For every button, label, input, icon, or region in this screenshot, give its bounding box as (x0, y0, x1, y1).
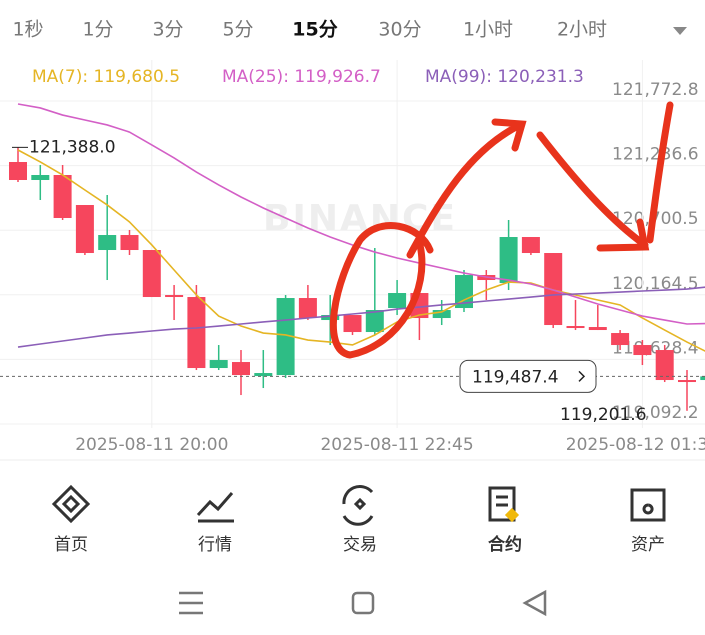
interval-tab[interactable]: 3分 (152, 19, 183, 41)
dropdown-arrow[interactable] (673, 27, 687, 35)
ma-line (17, 103, 705, 325)
candle-body (142, 250, 161, 298)
candle-body (432, 310, 451, 319)
candle-body (9, 162, 27, 181)
interval-tabs: 1秒 1分 3分 5分 15分 30分 1小时 2小时 (12, 19, 607, 41)
nav-label[interactable]: 首页 (54, 535, 88, 555)
chart: BINANCE119,092.2119,628.4120,164.5120,70… (0, 60, 705, 455)
nav-icons (51, 484, 666, 526)
y-tick-label: 119,092.2 (612, 403, 699, 423)
bottom-nav: 首页 行情 交易 合约 资产 (51, 484, 666, 555)
back-button[interactable] (522, 589, 547, 617)
candle-body (521, 237, 540, 254)
candle-body (187, 297, 206, 369)
candle-body (388, 293, 407, 309)
candle-body (232, 362, 250, 376)
y-tick-label: 121,236.6 (612, 145, 699, 165)
interval-tab[interactable]: 30分 (378, 19, 421, 41)
candle-body (365, 310, 384, 333)
candle-body (254, 373, 273, 377)
hand-drawing (329, 101, 674, 359)
futures-dot (504, 507, 520, 523)
candle-body (611, 333, 630, 346)
interval-tab[interactable]: 15分 (292, 19, 337, 41)
home-button[interactable] (351, 591, 375, 615)
ma-line (17, 286, 705, 348)
candle-body (31, 175, 50, 181)
candle-body (276, 298, 295, 376)
candle-body (566, 326, 585, 329)
menu-button[interactable] (179, 591, 203, 615)
candle-body (343, 315, 362, 333)
candle-body (53, 175, 72, 219)
candle-body (655, 350, 674, 381)
last-price-label: 119,487.4 (472, 367, 559, 387)
candle-body (700, 376, 705, 381)
interval-tab[interactable]: 1秒 (12, 19, 43, 41)
nav-label[interactable]: 交易 (343, 535, 377, 555)
ma-line (17, 149, 705, 352)
system-bar (179, 589, 547, 617)
max-label: 121,388.0 (29, 137, 116, 157)
last-price-box[interactable] (459, 359, 597, 393)
x-tick-label: 2025-08-11 22:45 (320, 435, 473, 455)
candle-body (499, 237, 518, 284)
candle-body (98, 235, 117, 251)
legend-entry: MA(99): 120,231.3 (425, 67, 584, 87)
legend-entry: MA(7): 119,680.5 (32, 67, 180, 87)
candle-body (209, 360, 228, 369)
arrow-annotation (406, 118, 527, 259)
home-icon[interactable] (51, 484, 91, 524)
legend-entry: MA(25): 119,926.7 (222, 67, 381, 87)
candle-body (298, 298, 317, 319)
interval-tab[interactable]: 1分 (82, 19, 113, 41)
assets-icon[interactable] (630, 488, 666, 522)
y-tick-label: 121,772.8 (612, 80, 699, 100)
candle-body (120, 235, 139, 251)
nav-label[interactable]: 行情 (198, 535, 232, 555)
nav-label[interactable]: 资产 (631, 535, 665, 555)
candle-body (588, 327, 607, 331)
nav-label[interactable]: 合约 (488, 534, 522, 555)
stroke-annotation (646, 101, 674, 244)
candle-body (455, 275, 473, 309)
circle-annotation (329, 222, 434, 359)
interval-tab[interactable]: 2小时 (557, 19, 607, 41)
candle-body (633, 345, 652, 356)
x-tick-label: 2025-08-11 20:00 (75, 435, 228, 455)
interval-tab[interactable]: 1小时 (463, 19, 513, 41)
min-label: 119,201.6 (560, 405, 647, 425)
market-icon[interactable] (196, 492, 234, 523)
candle-body (75, 205, 94, 254)
arrow-annotation (536, 131, 650, 252)
interval-tab[interactable]: 5分 (222, 19, 253, 41)
candle-body (165, 295, 184, 298)
trade-icon[interactable] (342, 485, 374, 526)
candle-body (544, 253, 563, 326)
x-tick-label: 2025-08-12 01:30 (566, 435, 705, 455)
chevron (578, 370, 586, 382)
candle-body (678, 380, 696, 383)
